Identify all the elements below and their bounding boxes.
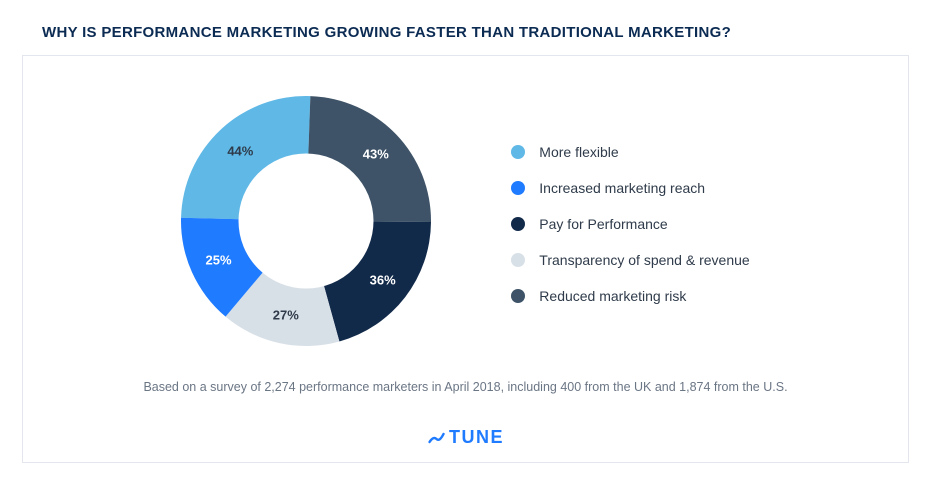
- chart-row: 44% 43% 36% 27% 25% More flexible Increased m…: [23, 56, 908, 346]
- donut-svg: [181, 96, 431, 346]
- slice-label-more_flexible: 44%: [227, 143, 253, 158]
- legend-swatch-more_flexible: [511, 145, 525, 159]
- infographic-frame: WHY IS PERFORMANCE MARKETING GROWING FAS…: [0, 0, 931, 502]
- donut-chart: 44% 43% 36% 27% 25%: [181, 96, 431, 346]
- legend-label-increased_reach: Increased marketing reach: [539, 180, 705, 196]
- legend-item-reduced_risk: Reduced marketing risk: [511, 288, 749, 304]
- tune-logo-icon: [427, 429, 445, 447]
- legend-swatch-increased_reach: [511, 181, 525, 195]
- legend-item-pay_for_performance: Pay for Performance: [511, 216, 749, 232]
- legend-item-transparency: Transparency of spend & revenue: [511, 252, 749, 268]
- legend-label-pay_for_performance: Pay for Performance: [539, 216, 667, 232]
- legend-item-more_flexible: More flexible: [511, 144, 749, 160]
- chart-footnote: Based on a survey of 2,274 performance m…: [143, 346, 787, 394]
- chart-panel: 44% 43% 36% 27% 25% More flexible Increased m…: [22, 55, 909, 463]
- chart-title: WHY IS PERFORMANCE MARKETING GROWING FAS…: [22, 18, 909, 55]
- legend-label-reduced_risk: Reduced marketing risk: [539, 288, 686, 304]
- legend-swatch-pay_for_performance: [511, 217, 525, 231]
- legend-label-more_flexible: More flexible: [539, 144, 618, 160]
- slice-label-reduced_risk: 43%: [363, 147, 389, 162]
- legend-label-transparency: Transparency of spend & revenue: [539, 252, 749, 268]
- slice-label-transparency: 27%: [273, 308, 299, 323]
- legend-item-increased_reach: Increased marketing reach: [511, 180, 749, 196]
- legend-swatch-reduced_risk: [511, 289, 525, 303]
- brand-text: TUNE: [449, 427, 504, 448]
- slice-label-pay_for_performance: 36%: [370, 272, 396, 287]
- legend-swatch-transparency: [511, 253, 525, 267]
- chart-legend: More flexible Increased marketing reach Pa…: [511, 138, 749, 304]
- slice-label-increased_reach: 25%: [206, 253, 232, 268]
- brand-logo: TUNE: [427, 427, 504, 448]
